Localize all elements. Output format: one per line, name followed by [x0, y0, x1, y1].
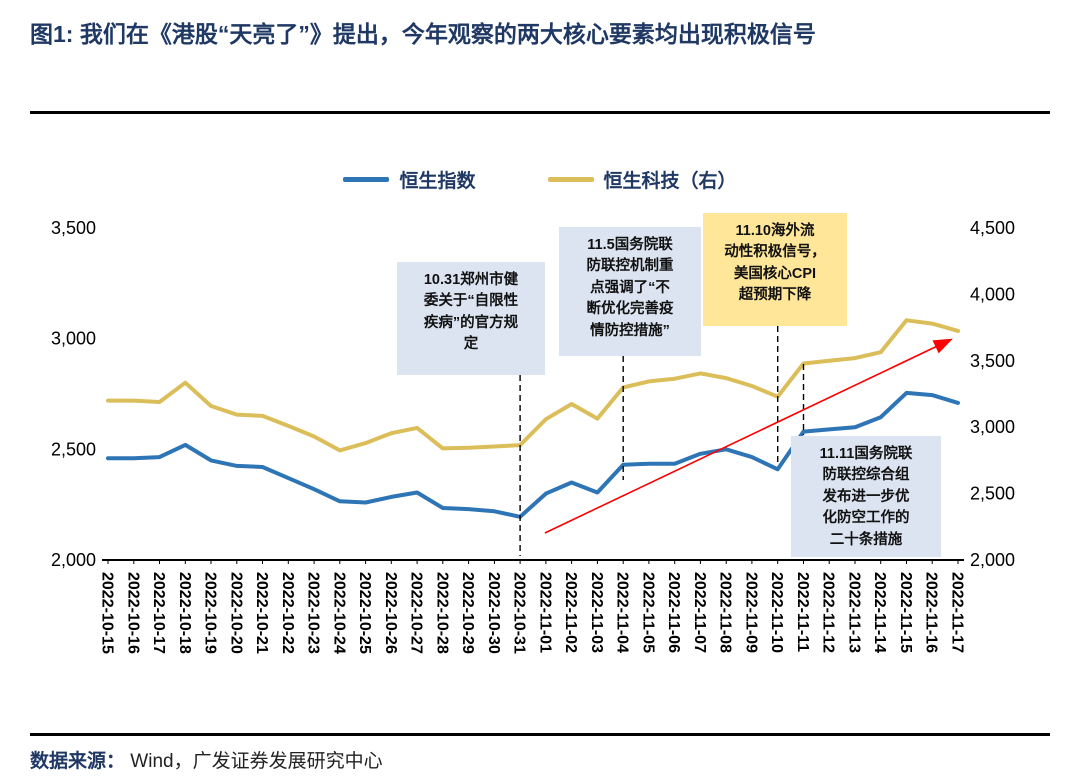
svg-text:2022-11-12: 2022-11-12 — [820, 572, 837, 653]
svg-text:2,000: 2,000 — [970, 550, 1015, 570]
legend-item-hs-index: 恒生指数 — [343, 166, 476, 193]
x-axis: 2022-10-15 2022-10-16 2022-10-17 2022-10-18… — [99, 559, 966, 654]
svg-text:2022-10-16: 2022-10-16 — [124, 572, 141, 654]
svg-text:2022-10-22: 2022-10-22 — [279, 572, 296, 654]
chart-legend: 恒生指数 恒生科技（右） — [0, 166, 1080, 193]
svg-text:2022-10-27: 2022-10-27 — [408, 572, 425, 654]
svg-text:2022-11-03: 2022-11-03 — [588, 572, 605, 653]
annotation-box-1110: 11.10海外流 动性积极信号， 美国核心CPI 超预期下降 — [703, 213, 847, 326]
legend-item-hs-tech: 恒生科技（右） — [547, 166, 737, 193]
svg-text:4,000: 4,000 — [970, 284, 1015, 304]
svg-text:2022-10-25: 2022-10-25 — [356, 572, 373, 654]
svg-text:2022-10-30: 2022-10-30 — [485, 572, 502, 654]
svg-text:2,000: 2,000 — [51, 550, 96, 570]
svg-text:2,500: 2,500 — [51, 439, 96, 459]
svg-text:2022-10-19: 2022-10-19 — [202, 572, 219, 654]
series-line-right — [106, 318, 960, 453]
svg-text:2022-11-11: 2022-11-11 — [794, 572, 811, 652]
svg-text:2022-11-16: 2022-11-16 — [923, 572, 940, 653]
svg-text:2022-10-26: 2022-10-26 — [382, 572, 399, 654]
source-label: 数据来源： — [30, 751, 126, 772]
hs-tech-line-swatch — [547, 177, 594, 182]
svg-text:2022-11-09: 2022-11-09 — [742, 572, 759, 653]
svg-text:2022-10-24: 2022-10-24 — [330, 572, 347, 654]
annotation-box-1111: 11.11国务院联 防联控综合组 发布进一步优 化防空工作的 二十条措施 — [791, 436, 941, 557]
svg-text:2022-11-06: 2022-11-06 — [665, 572, 682, 653]
svg-text:2022-11-13: 2022-11-13 — [846, 572, 863, 653]
svg-text:2022-10-17: 2022-10-17 — [150, 572, 167, 654]
legend-label-hs-index: 恒生指数 — [399, 171, 476, 192]
annotation-box-1105: 11.5国务院联 防联控机制重 点强调了“不 断优化完善疫 情防控措施” — [559, 227, 701, 356]
svg-text:2,500: 2,500 — [970, 484, 1015, 504]
svg-text:2022-11-14: 2022-11-14 — [871, 572, 888, 653]
event-dashed-lines — [519, 326, 805, 556]
svg-text:3,500: 3,500 — [970, 351, 1015, 371]
svg-text:2022-10-28: 2022-10-28 — [433, 572, 450, 654]
source-text: Wind，广发证券发展研究中心 — [130, 751, 383, 772]
svg-text:2022-11-05: 2022-11-05 — [639, 572, 656, 653]
svg-text:2022-11-17: 2022-11-17 — [949, 572, 966, 653]
svg-text:2022-11-04: 2022-11-04 — [614, 572, 631, 653]
source-line: 数据来源： Wind，广发证券发展研究中心 — [30, 746, 383, 773]
svg-text:2022-11-07: 2022-11-07 — [691, 572, 708, 653]
legend-label-hs-tech: 恒生科技（右） — [603, 171, 737, 192]
svg-text:2022-10-21: 2022-10-21 — [253, 572, 270, 654]
svg-text:2022-11-08: 2022-11-08 — [717, 572, 734, 653]
svg-text:2022-10-29: 2022-10-29 — [459, 572, 476, 654]
title-divider — [30, 111, 1050, 114]
figure-title: 图1: 我们在《港股“天亮了”》提出，今年观察的两大核心要素均出现积极信号 — [30, 21, 816, 47]
series-lines — [106, 318, 960, 519]
svg-text:3,000: 3,000 — [51, 329, 96, 349]
svg-text:2022-11-10: 2022-11-10 — [768, 572, 785, 653]
annotation-box-1031: 10.31郑州市健 委关于“自限性 疾病”的官方规 定 — [397, 262, 545, 375]
svg-text:3,000: 3,000 — [970, 417, 1015, 437]
svg-text:2022-10-23: 2022-10-23 — [305, 572, 322, 654]
svg-text:2022-11-01: 2022-11-01 — [536, 572, 553, 653]
y-axis-left-labels: 3,500 3,000 2,500 2,000 — [51, 218, 96, 570]
svg-text:2022-10-18: 2022-10-18 — [176, 572, 193, 654]
svg-text:2022-10-31: 2022-10-31 — [511, 572, 528, 654]
series-line-left — [106, 390, 960, 519]
footer-divider — [30, 733, 1050, 736]
svg-text:4,500: 4,500 — [970, 218, 1015, 238]
svg-text:2022-11-02: 2022-11-02 — [562, 572, 579, 653]
hs-index-line-swatch — [343, 177, 390, 182]
svg-text:2022-11-15: 2022-11-15 — [897, 572, 914, 653]
trend-arrow — [544, 338, 953, 534]
y-axis-right-labels: 4,500 4,000 3,500 3,000 2,500 2,000 — [970, 218, 1015, 570]
svg-text:3,500: 3,500 — [51, 218, 96, 238]
svg-text:2022-10-20: 2022-10-20 — [227, 572, 244, 654]
svg-text:2022-10-15: 2022-10-15 — [99, 572, 116, 654]
